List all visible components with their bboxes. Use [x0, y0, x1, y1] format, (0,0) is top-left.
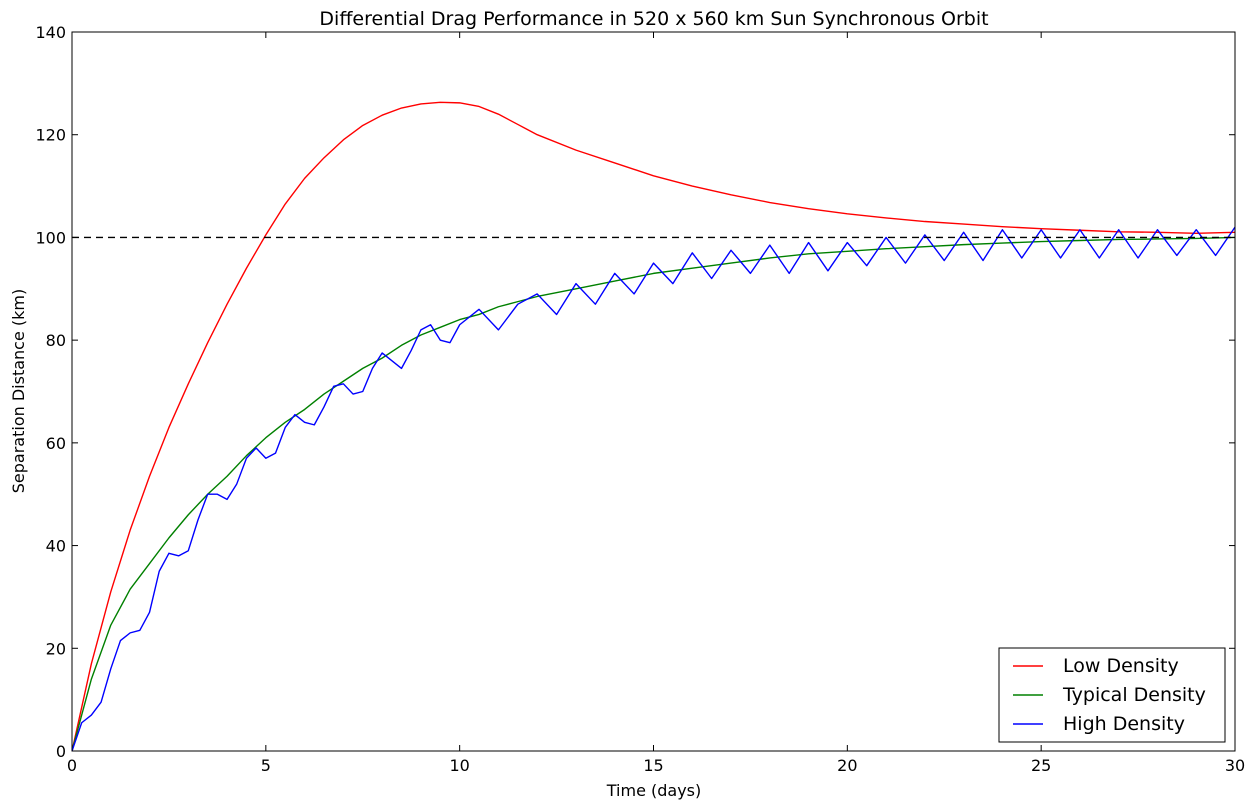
chart-title: Differential Drag Performance in 520 x 5…	[319, 8, 988, 30]
y-tick-label: 40	[46, 537, 66, 556]
y-tick-label: 140	[35, 23, 66, 42]
legend: Low Density Typical Density High Density	[998, 647, 1226, 743]
y-tick-label: 80	[46, 331, 66, 350]
x-tick-label: 10	[449, 756, 469, 775]
y-tick-label: 120	[35, 126, 66, 145]
y-tick-label: 0	[56, 742, 66, 761]
series-line-low-density	[72, 101, 1235, 751]
legend-label: Typical Density	[1062, 684, 1206, 706]
x-tick-label: 30	[1225, 756, 1245, 775]
plot-area: 0 5 10 15 20 25 30 0 20 40 60 80 100 120 140	[35, 23, 1245, 775]
x-tick-label: 5	[261, 756, 271, 775]
y-axis-label: Separation Distance (km)	[9, 289, 28, 493]
x-tick-label: 20	[837, 756, 857, 775]
legend-label: High Density	[1063, 713, 1185, 735]
plot-frame	[71, 31, 1236, 752]
y-tick-label: 100	[35, 228, 66, 247]
legend-label: Low Density	[1063, 655, 1179, 677]
series-line-high-density	[72, 226, 1235, 751]
x-axis-label: Time (days)	[606, 781, 702, 800]
x-tick-label: 15	[643, 756, 663, 775]
x-tick-label: 0	[67, 756, 77, 775]
y-tick-label: 60	[46, 434, 66, 453]
x-tick-label: 25	[1031, 756, 1051, 775]
y-tick-label: 20	[46, 639, 66, 658]
